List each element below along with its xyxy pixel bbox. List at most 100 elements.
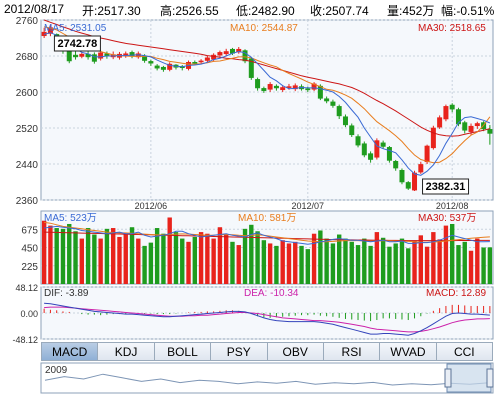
volume-bar[interactable] xyxy=(110,228,116,284)
volume-bar[interactable] xyxy=(374,232,380,284)
volume-bar[interactable] xyxy=(41,220,47,284)
candle-body[interactable] xyxy=(349,125,355,136)
tab-macd[interactable]: MACD xyxy=(41,342,99,361)
candle-body[interactable] xyxy=(79,53,85,57)
candle-body[interactable] xyxy=(418,164,424,173)
volume-bar[interactable] xyxy=(267,243,273,284)
candle-body[interactable] xyxy=(474,123,480,127)
overview-left-handle[interactable] xyxy=(444,368,452,388)
candle-body[interactable] xyxy=(261,88,267,91)
candle-body[interactable] xyxy=(437,117,443,128)
volume-bar[interactable] xyxy=(161,233,166,284)
tab-cci[interactable]: CCI xyxy=(436,342,493,361)
volume-bar[interactable] xyxy=(336,234,342,284)
candle-body[interactable] xyxy=(267,84,273,90)
volume-bar[interactable] xyxy=(98,238,103,284)
candle-body[interactable] xyxy=(248,58,254,78)
volume-bar[interactable] xyxy=(136,238,141,284)
volume-bar[interactable] xyxy=(387,246,392,284)
volume-bar[interactable] xyxy=(129,227,135,284)
volume-bar[interactable] xyxy=(230,241,235,284)
candle-body[interactable] xyxy=(91,54,97,62)
volume-bar[interactable] xyxy=(424,246,430,284)
candle-body[interactable] xyxy=(393,161,399,169)
candle-body[interactable] xyxy=(355,136,361,146)
candle-body[interactable] xyxy=(255,79,261,89)
volume-bar[interactable] xyxy=(311,233,317,284)
volume-bar[interactable] xyxy=(192,236,198,284)
overview-navigator[interactable] xyxy=(40,362,494,394)
volume-bar[interactable] xyxy=(117,236,122,284)
tab-psy[interactable]: PSY xyxy=(211,342,268,361)
volume-bar[interactable] xyxy=(92,234,97,284)
candle-body[interactable] xyxy=(223,51,229,55)
volume-bar[interactable] xyxy=(293,241,298,284)
volume-bar[interactable] xyxy=(406,248,411,284)
volume-bar[interactable] xyxy=(475,238,480,284)
volume-bar[interactable] xyxy=(468,250,474,284)
candle-body[interactable] xyxy=(412,172,418,191)
volume-bar[interactable] xyxy=(274,245,279,284)
candle-body[interactable] xyxy=(317,85,323,99)
volume-bar[interactable] xyxy=(456,245,461,284)
volume-bar[interactable] xyxy=(487,247,493,284)
candle-body[interactable] xyxy=(368,153,374,160)
volume-bar[interactable] xyxy=(305,249,311,284)
candle-body[interactable] xyxy=(336,106,342,117)
tab-obv[interactable]: OBV xyxy=(267,342,324,361)
volume-bar[interactable] xyxy=(324,238,329,284)
tab-rsi[interactable]: RSI xyxy=(323,342,381,361)
volume-bar[interactable] xyxy=(211,238,216,284)
volume-bar[interactable] xyxy=(67,223,72,284)
volume-bar[interactable] xyxy=(343,238,348,284)
volume-bar[interactable] xyxy=(443,225,449,284)
volume-bar[interactable] xyxy=(349,241,354,284)
candle-body[interactable] xyxy=(462,122,468,131)
candle-body[interactable] xyxy=(487,129,493,134)
candle-body[interactable] xyxy=(380,142,386,147)
volume-bar[interactable] xyxy=(261,240,267,284)
candle-body[interactable] xyxy=(217,52,223,56)
volume-bar[interactable] xyxy=(330,243,336,284)
volume-bar[interactable] xyxy=(85,228,91,284)
candle-body[interactable] xyxy=(405,182,411,189)
overview-right-handle[interactable] xyxy=(486,368,494,388)
candle-body[interactable] xyxy=(280,87,286,91)
candle-body[interactable] xyxy=(305,88,311,91)
candle-body[interactable] xyxy=(399,170,405,183)
candle-body[interactable] xyxy=(148,61,154,64)
volume-bar[interactable] xyxy=(449,223,455,284)
candle-body[interactable] xyxy=(455,109,461,125)
candle-body[interactable] xyxy=(204,57,210,61)
volume-bar[interactable] xyxy=(123,233,128,284)
volume-bar[interactable] xyxy=(368,245,373,284)
volume-bar[interactable] xyxy=(362,238,367,284)
volume-bar[interactable] xyxy=(412,241,417,284)
candle-body[interactable] xyxy=(324,98,330,102)
candle-body[interactable] xyxy=(66,51,72,62)
volume-bar[interactable] xyxy=(186,241,191,284)
volume-bar[interactable] xyxy=(399,238,405,284)
volume-bar[interactable] xyxy=(318,230,323,284)
candle-body[interactable] xyxy=(374,140,380,158)
volume-bar[interactable] xyxy=(142,245,147,284)
volume-bar[interactable] xyxy=(104,228,110,284)
candle-body[interactable] xyxy=(192,61,198,64)
candle-body[interactable] xyxy=(424,145,430,163)
candle-body[interactable] xyxy=(430,127,436,149)
volume-bar[interactable] xyxy=(54,228,59,284)
candle-body[interactable] xyxy=(443,106,449,120)
volume-bar[interactable] xyxy=(255,231,260,284)
volume-bar[interactable] xyxy=(249,224,254,284)
candle-body[interactable] xyxy=(160,66,166,70)
volume-bar[interactable] xyxy=(280,240,285,284)
candle-body[interactable] xyxy=(154,65,160,69)
volume-bar[interactable] xyxy=(167,217,172,284)
volume-bar[interactable] xyxy=(205,233,210,284)
volume-bar[interactable] xyxy=(79,238,85,284)
tab-boll[interactable]: BOLL xyxy=(154,342,212,361)
candle-body[interactable] xyxy=(242,50,248,62)
volume-bar[interactable] xyxy=(286,243,292,284)
volume-bar[interactable] xyxy=(223,234,229,284)
volume-bar[interactable] xyxy=(180,238,185,284)
